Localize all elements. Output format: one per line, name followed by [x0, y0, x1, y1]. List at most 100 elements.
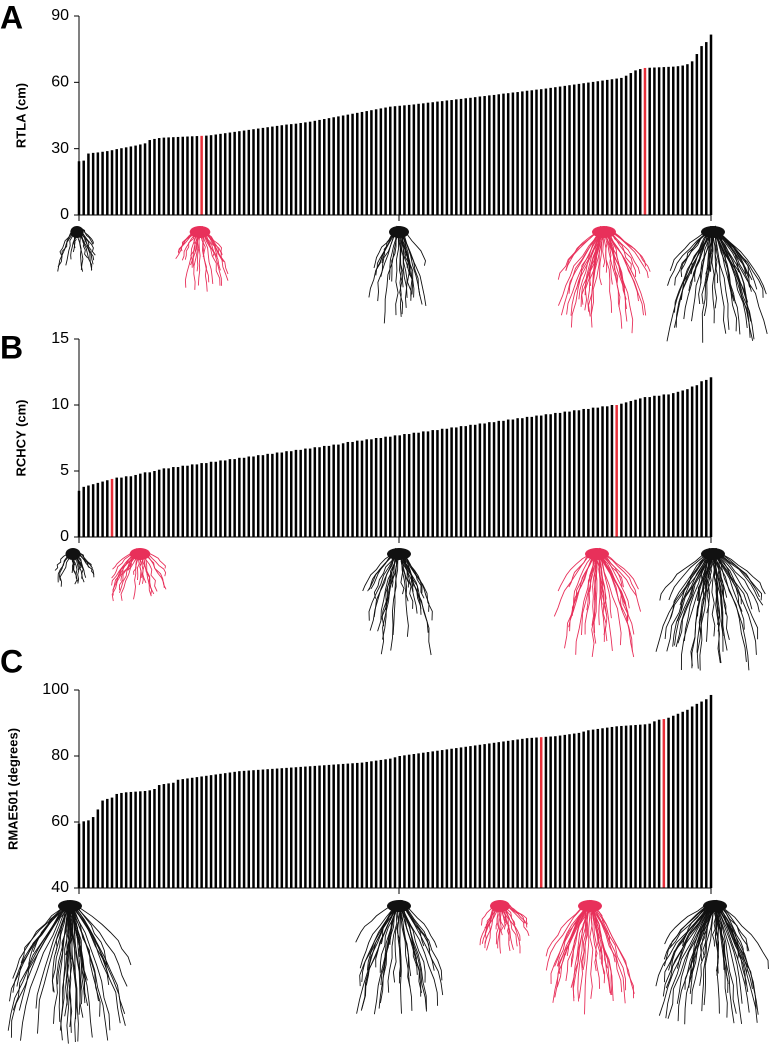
bar [148, 472, 151, 537]
bar [219, 773, 222, 888]
root-strand [368, 550, 397, 621]
bar [624, 75, 628, 215]
bar [176, 136, 180, 215]
bar [605, 406, 609, 537]
root-strand [711, 551, 760, 613]
bar [591, 729, 595, 888]
bar [653, 395, 656, 537]
root-strand [594, 550, 605, 642]
root-strand [545, 905, 592, 957]
bar [412, 432, 416, 537]
bar [422, 431, 425, 537]
bar [700, 381, 703, 537]
root-strand [20, 904, 74, 964]
bar [582, 408, 585, 537]
bar [624, 402, 628, 537]
bar [653, 721, 656, 888]
root-crown [703, 900, 727, 912]
bar [124, 147, 128, 215]
root-strand [588, 231, 605, 317]
bar [337, 444, 340, 537]
bar [648, 397, 651, 537]
bar [223, 460, 227, 537]
bar [549, 736, 552, 888]
bar [639, 69, 642, 215]
bar [332, 444, 335, 537]
bar [233, 459, 236, 537]
bar [549, 414, 552, 537]
root-crown [701, 226, 725, 238]
root-strand [709, 226, 749, 317]
y-tick-label: 15 [51, 330, 69, 347]
bar [530, 90, 534, 215]
bar [686, 709, 689, 888]
bar [351, 763, 354, 888]
bar [525, 416, 529, 537]
bar [705, 42, 708, 215]
bar [657, 67, 661, 215]
bar [440, 101, 444, 215]
root-strand [715, 553, 753, 610]
root-strand [690, 552, 713, 667]
bar [304, 766, 307, 888]
bar [252, 770, 255, 888]
bar [365, 111, 368, 215]
bar [634, 724, 637, 888]
bar [195, 464, 199, 537]
root-strand [601, 229, 639, 302]
bar [308, 448, 312, 537]
bar [214, 134, 218, 215]
bar [445, 428, 449, 537]
bar [525, 90, 529, 215]
root-strand [572, 900, 593, 999]
root-image [54, 548, 95, 587]
root-strand [664, 547, 710, 640]
bar [341, 115, 345, 215]
bar [266, 453, 269, 537]
bar [313, 120, 317, 215]
bar [313, 765, 317, 888]
bar [223, 773, 227, 888]
bar [483, 744, 486, 888]
bar [422, 752, 425, 888]
root-image [355, 899, 444, 1015]
root-strand [581, 551, 601, 636]
bar [582, 731, 585, 888]
root-strand [684, 902, 713, 1025]
bar [351, 113, 354, 215]
root-strand [570, 229, 604, 328]
bar [676, 713, 680, 888]
bar [360, 440, 364, 537]
bar [572, 733, 576, 888]
bar [280, 768, 284, 888]
bar [657, 395, 661, 537]
bar [389, 436, 392, 537]
bar [360, 111, 364, 215]
bar [91, 484, 95, 537]
bar [634, 399, 637, 537]
bar [346, 763, 350, 888]
bar [384, 759, 387, 888]
root-strand [381, 550, 402, 627]
root-strand [380, 551, 404, 655]
root-strand [709, 548, 747, 662]
bar [610, 79, 614, 215]
bar [129, 791, 133, 888]
bar [228, 772, 232, 888]
bar [577, 83, 581, 216]
bar [662, 67, 666, 216]
root-image [655, 547, 766, 671]
bar [327, 764, 331, 888]
bar [153, 789, 156, 888]
bar [535, 737, 538, 888]
root-strand [377, 226, 402, 302]
bar [535, 89, 538, 215]
bar [601, 406, 604, 537]
root-strand [600, 229, 628, 322]
root-strand [709, 227, 751, 338]
root-strand [712, 550, 757, 655]
bar [558, 412, 562, 537]
bar [653, 67, 656, 215]
root-strand [69, 903, 77, 1019]
y-tick-label: 30 [51, 140, 69, 157]
